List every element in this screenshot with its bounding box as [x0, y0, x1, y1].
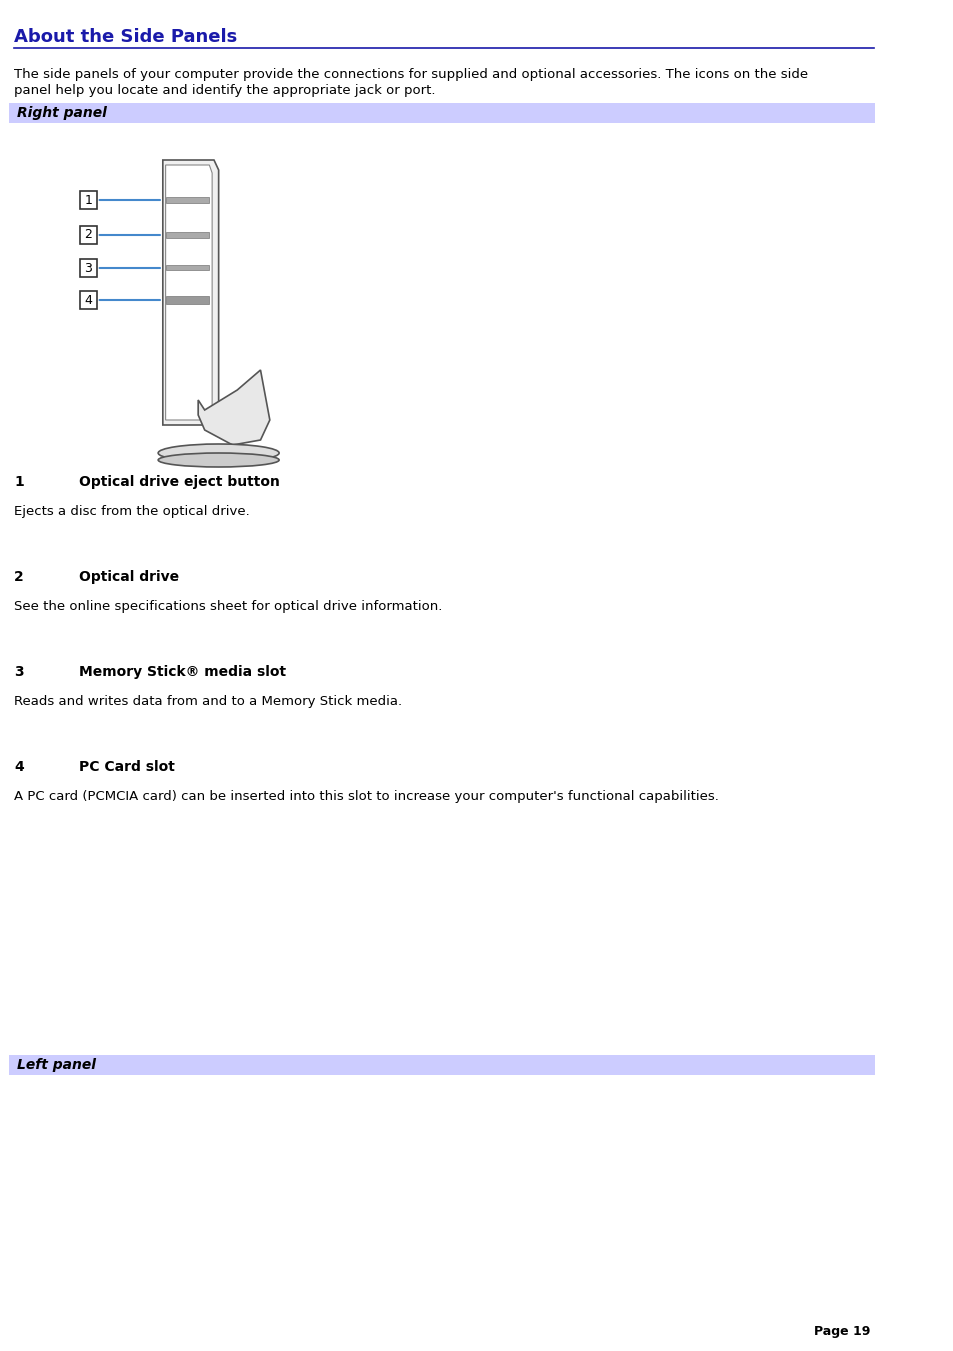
- Ellipse shape: [158, 444, 279, 462]
- Text: Optical drive eject button: Optical drive eject button: [79, 476, 279, 489]
- Text: 3: 3: [14, 665, 24, 680]
- Bar: [80, 190, 96, 209]
- Text: 1: 1: [85, 193, 92, 207]
- Text: About the Side Panels: About the Side Panels: [14, 28, 237, 46]
- Text: The side panels of your computer provide the connections for supplied and option: The side panels of your computer provide…: [14, 68, 807, 81]
- Bar: [80, 226, 96, 245]
- Text: Page 19: Page 19: [813, 1325, 869, 1337]
- Bar: [166, 296, 209, 304]
- Bar: [80, 290, 96, 309]
- Text: See the online specifications sheet for optical drive information.: See the online specifications sheet for …: [14, 600, 442, 613]
- Bar: [166, 265, 209, 270]
- Polygon shape: [163, 159, 218, 426]
- Bar: [166, 232, 209, 238]
- Text: A PC card (PCMCIA card) can be inserted into this slot to increase your computer: A PC card (PCMCIA card) can be inserted …: [14, 790, 718, 802]
- Text: Optical drive: Optical drive: [79, 570, 179, 584]
- Text: 1: 1: [14, 476, 24, 489]
- Text: 2: 2: [14, 570, 24, 584]
- Text: 3: 3: [85, 262, 92, 274]
- Text: PC Card slot: PC Card slot: [79, 761, 174, 774]
- Bar: [80, 259, 96, 277]
- Ellipse shape: [158, 453, 279, 467]
- Polygon shape: [198, 370, 270, 444]
- Text: Reads and writes data from and to a Memory Stick media.: Reads and writes data from and to a Memo…: [14, 694, 401, 708]
- Text: Memory Stick® media slot: Memory Stick® media slot: [79, 665, 286, 680]
- Text: 2: 2: [85, 228, 92, 242]
- Text: Ejects a disc from the optical drive.: Ejects a disc from the optical drive.: [14, 505, 250, 517]
- Text: 4: 4: [14, 761, 24, 774]
- Text: panel help you locate and identify the appropriate jack or port.: panel help you locate and identify the a…: [14, 84, 435, 97]
- Text: Right panel: Right panel: [17, 105, 107, 120]
- Bar: [166, 197, 209, 203]
- Text: Left panel: Left panel: [17, 1058, 95, 1071]
- Text: 4: 4: [85, 293, 92, 307]
- Bar: [10, 1055, 874, 1075]
- Bar: [10, 103, 874, 123]
- Polygon shape: [166, 165, 212, 420]
